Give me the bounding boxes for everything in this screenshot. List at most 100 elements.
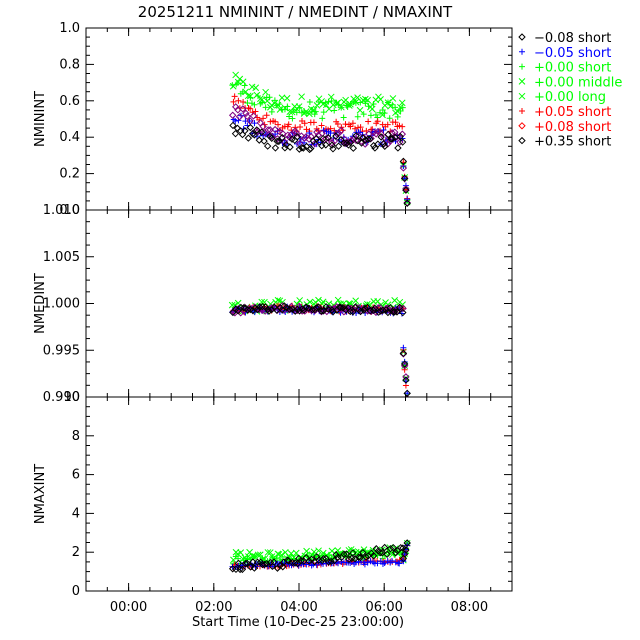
- legend-marker: [518, 33, 526, 41]
- data-point: [356, 307, 365, 316]
- data-point: [357, 124, 364, 131]
- data-point: [252, 84, 260, 92]
- data-points: [228, 296, 411, 397]
- data-point: [366, 307, 374, 315]
- data-point: [286, 113, 293, 120]
- panel-2: 0.990 0.995 1.000 1.005 1.010 NMEDINT: [33, 203, 513, 405]
- data-point: [243, 112, 251, 121]
- data-point: [403, 539, 411, 547]
- data-point: [284, 557, 293, 565]
- legend-entry: −0.05 short: [519, 46, 611, 61]
- data-point: [403, 199, 411, 208]
- data-point: [305, 135, 313, 143]
- legend-entry: −0.08 short: [518, 31, 611, 46]
- data-point: [399, 349, 408, 358]
- data-point: [320, 109, 327, 116]
- data-point: [260, 115, 267, 122]
- data-point: [384, 130, 392, 139]
- chart-panels: 0.0 0.2 0.4 0.6 0.8 1.0 NMININT 0.990 0.995 1.000…: [33, 21, 513, 599]
- data-point: [362, 100, 369, 107]
- data-point: [263, 142, 272, 150]
- data-point: [363, 127, 370, 134]
- data-point: [396, 560, 403, 567]
- data-point: [377, 95, 384, 103]
- data-point: [241, 127, 249, 135]
- data-point: [282, 549, 289, 556]
- y-tick-label: 0.4: [59, 130, 80, 145]
- data-point: [401, 358, 408, 365]
- data-point: [366, 135, 374, 143]
- data-point: [381, 110, 388, 117]
- legend-marker: [518, 122, 526, 130]
- data-point: [274, 101, 282, 109]
- data-point: [290, 107, 297, 114]
- data-point: [319, 555, 328, 563]
- data-point: [361, 140, 369, 148]
- data-point: [249, 558, 257, 566]
- data-point: [392, 119, 399, 126]
- legend-label: +0.35 short: [534, 135, 611, 150]
- y-axis-label: NMAXINT: [33, 464, 48, 524]
- data-point: [318, 122, 325, 129]
- y-tick-label: 0.990: [43, 390, 80, 405]
- legend-marker: [519, 108, 525, 114]
- data-point: [367, 558, 374, 565]
- data-point: [271, 144, 280, 152]
- data-point: [319, 115, 326, 122]
- data-point: [357, 99, 364, 106]
- legend-marker: [518, 92, 526, 100]
- data-point: [370, 101, 377, 108]
- data-point: [327, 93, 335, 101]
- data-point: [356, 106, 364, 114]
- data-point: [331, 107, 338, 114]
- legend-label: −0.05 short: [534, 46, 611, 61]
- data-point: [312, 108, 319, 115]
- data-point: [333, 129, 341, 138]
- y-tick-label: 6: [72, 468, 80, 483]
- data-point: [325, 551, 332, 558]
- data-points: [228, 71, 411, 208]
- data-point: [349, 549, 357, 557]
- data-point: [346, 138, 355, 147]
- data-point: [349, 144, 358, 152]
- data-point: [250, 131, 259, 139]
- legend-marker: [519, 63, 525, 70]
- x-tick-label: 02:00: [195, 600, 232, 615]
- data-point: [384, 121, 391, 128]
- data-point: [349, 120, 356, 127]
- data-point: [384, 99, 391, 106]
- data-point: [230, 98, 237, 105]
- data-point: [237, 549, 245, 556]
- legend-label: +0.05 short: [534, 105, 611, 120]
- data-point: [251, 101, 258, 108]
- data-point: [386, 115, 393, 122]
- data-point: [232, 117, 239, 124]
- data-point: [253, 558, 262, 566]
- data-point: [371, 304, 379, 312]
- data-point: [236, 565, 244, 574]
- data-point: [354, 113, 361, 120]
- data-point: [388, 557, 395, 564]
- data-point: [263, 112, 270, 119]
- data-point: [330, 556, 339, 565]
- y-tick-label: 0: [72, 584, 80, 599]
- data-point: [340, 139, 348, 147]
- data-point: [241, 82, 248, 89]
- data-point: [312, 304, 321, 312]
- y-tick-label: 1.0: [59, 21, 80, 36]
- data-point: [303, 126, 310, 133]
- data-point: [249, 112, 258, 120]
- data-point: [274, 296, 282, 304]
- data-point: [376, 548, 385, 557]
- data-point: [335, 560, 342, 567]
- data-point: [399, 544, 407, 552]
- data-point: [374, 140, 382, 148]
- data-point: [255, 303, 264, 311]
- data-point: [253, 126, 261, 134]
- legend-entry: +0.00 middle: [518, 75, 622, 90]
- data-point: [327, 130, 334, 137]
- data-point: [349, 305, 358, 314]
- data-point: [301, 120, 308, 127]
- data-point: [352, 136, 360, 145]
- data-point: [291, 559, 299, 567]
